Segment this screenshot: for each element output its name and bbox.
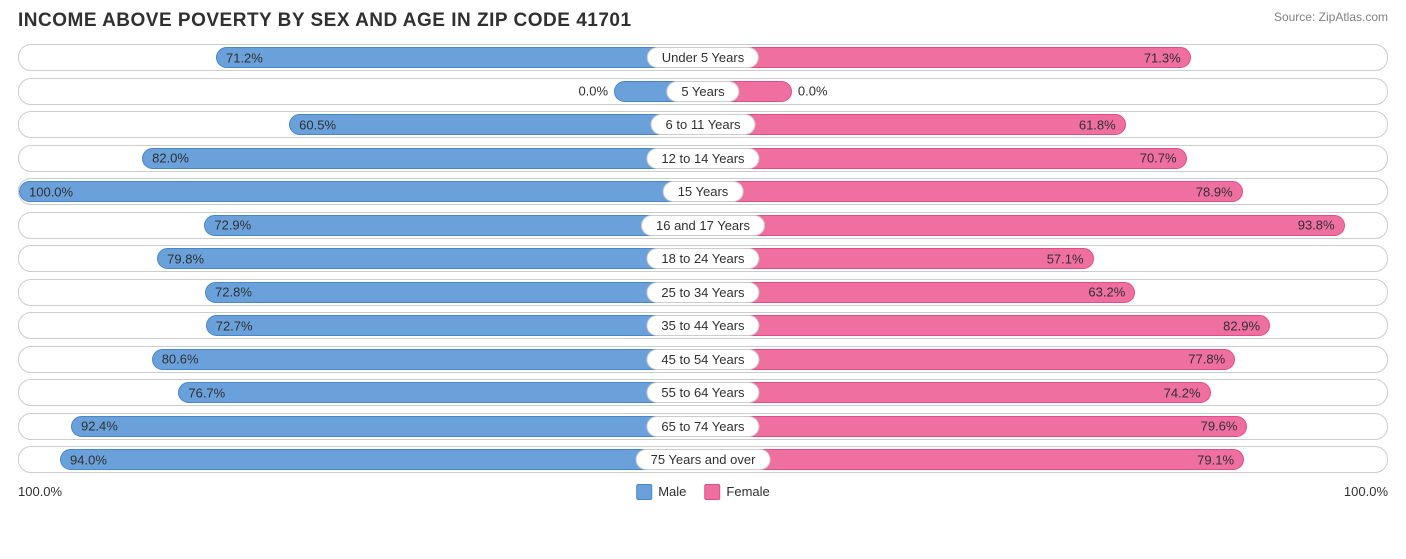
category-pill: 6 to 11 Years [651, 114, 756, 135]
category-pill: 45 to 54 Years [646, 349, 759, 370]
chart-row: 79.8% 57.1% 18 to 24 Years [18, 245, 1388, 272]
bar-female-value: 79.1% [1197, 452, 1244, 467]
bar-female-value: 82.9% [1223, 318, 1270, 333]
legend-label-female: Female [726, 484, 769, 499]
chart-row: 0.0% 0.0% 5 Years [18, 78, 1388, 105]
bar-male-value: 71.2% [216, 50, 263, 65]
bar-female [703, 47, 1191, 68]
chart-row: 100.0% 78.9% 15 Years [18, 178, 1388, 205]
bar-female-value: 57.1% [1047, 251, 1094, 266]
bar-male [204, 215, 703, 236]
axis-row: 100.0% Male Female 100.0% [18, 480, 1388, 504]
bar-male-value: 100.0% [19, 184, 73, 199]
legend-swatch-female [704, 484, 720, 500]
category-pill: 16 and 17 Years [641, 215, 765, 236]
bar-male [142, 148, 703, 169]
category-pill: Under 5 Years [647, 47, 759, 68]
category-pill: 18 to 24 Years [646, 248, 759, 269]
bar-female [703, 349, 1235, 370]
chart-row: 76.7% 74.2% 55 to 64 Years [18, 379, 1388, 406]
bar-male-value: 94.0% [60, 452, 107, 467]
chart-row: 80.6% 77.8% 45 to 54 Years [18, 346, 1388, 373]
chart-row: 60.5% 61.8% 6 to 11 Years [18, 111, 1388, 138]
bar-male [157, 248, 703, 269]
category-pill: 35 to 44 Years [646, 315, 759, 336]
bar-female-value: 61.8% [1079, 117, 1126, 132]
bar-male [19, 181, 703, 202]
bar-male-value: 76.7% [178, 385, 225, 400]
chart-row: 82.0% 70.7% 12 to 14 Years [18, 145, 1388, 172]
bar-male [71, 416, 703, 437]
bar-female-value: 93.8% [1298, 218, 1345, 233]
chart-row: 94.0% 79.1% 75 Years and over [18, 446, 1388, 473]
bar-female [703, 248, 1094, 269]
axis-right-label: 100.0% [1344, 484, 1388, 499]
bar-male-value: 79.8% [157, 251, 204, 266]
bar-female-value: 71.3% [1144, 50, 1191, 65]
category-pill: 65 to 74 Years [646, 416, 759, 437]
bar-male-value: 72.8% [205, 285, 252, 300]
bar-female [703, 215, 1345, 236]
bar-male-value: 72.9% [204, 218, 251, 233]
legend-swatch-male [636, 484, 652, 500]
title-row: INCOME ABOVE POVERTY BY SEX AND AGE IN Z… [18, 10, 1388, 32]
chart-row: 72.7% 82.9% 35 to 44 Years [18, 312, 1388, 339]
legend: Male Female [636, 484, 770, 500]
bar-female-value: 79.6% [1201, 419, 1248, 434]
axis-left-label: 100.0% [18, 484, 62, 499]
bar-female-value: 0.0% [798, 84, 828, 99]
chart-title: INCOME ABOVE POVERTY BY SEX AND AGE IN Z… [18, 10, 632, 32]
chart-row: 92.4% 79.6% 65 to 74 Years [18, 413, 1388, 440]
bar-female [703, 181, 1243, 202]
bar-female [703, 315, 1270, 336]
legend-label-male: Male [658, 484, 686, 499]
bar-male [205, 282, 703, 303]
chart-container: INCOME ABOVE POVERTY BY SEX AND AGE IN Z… [0, 0, 1406, 559]
bar-male-value: 60.5% [289, 117, 336, 132]
bar-female-value: 77.8% [1188, 352, 1235, 367]
bar-male [289, 114, 703, 135]
bar-female-value: 63.2% [1088, 285, 1135, 300]
bar-male [178, 382, 703, 403]
category-pill: 75 Years and over [636, 449, 771, 470]
bar-male [216, 47, 703, 68]
bar-female-value: 74.2% [1164, 385, 1211, 400]
bar-female [703, 449, 1244, 470]
source-label: Source: ZipAtlas.com [1274, 10, 1388, 24]
bar-male-value: 80.6% [152, 352, 199, 367]
category-pill: 12 to 14 Years [646, 148, 759, 169]
bar-male [60, 449, 703, 470]
bar-male-value: 0.0% [578, 84, 608, 99]
bar-female [703, 148, 1187, 169]
bar-male-value: 72.7% [206, 318, 253, 333]
bar-female [703, 114, 1126, 135]
bar-female [703, 416, 1247, 437]
category-pill: 5 Years [666, 81, 739, 102]
category-pill: 25 to 34 Years [646, 282, 759, 303]
chart-rows: 71.2% 71.3% Under 5 Years 0.0% 0.0% 5 Years 60… [18, 44, 1388, 473]
bar-male [152, 349, 703, 370]
bar-female-value: 70.7% [1140, 151, 1187, 166]
bar-male-value: 82.0% [142, 151, 189, 166]
bar-female [703, 382, 1211, 403]
bar-female [703, 282, 1135, 303]
chart-row: 72.9% 93.8% 16 and 17 Years [18, 212, 1388, 239]
chart-row: 71.2% 71.3% Under 5 Years [18, 44, 1388, 71]
bar-female-value: 78.9% [1196, 184, 1243, 199]
category-pill: 55 to 64 Years [646, 382, 759, 403]
bar-male-value: 92.4% [71, 419, 118, 434]
bar-male [206, 315, 703, 336]
chart-row: 72.8% 63.2% 25 to 34 Years [18, 279, 1388, 306]
category-pill: 15 Years [663, 181, 744, 202]
